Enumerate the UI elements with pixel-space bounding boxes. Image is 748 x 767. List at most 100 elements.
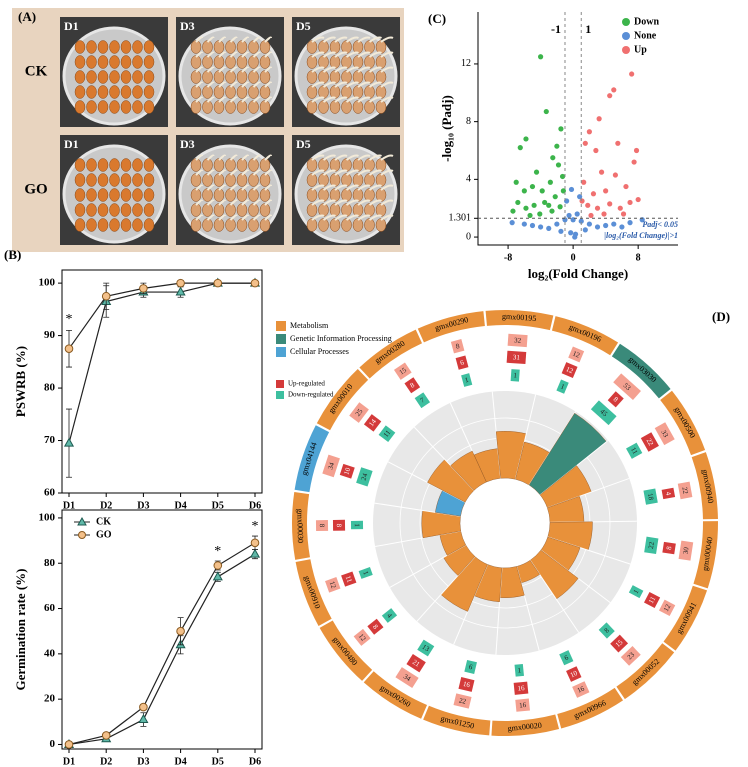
sprout [368,214,382,221]
seed [109,158,120,172]
count-label: 16 [462,680,471,690]
sprout [264,51,272,58]
row-label: CK [25,63,48,79]
legend-label: Down-regulated [288,391,334,399]
point [631,159,637,165]
seed [120,100,132,114]
seed [97,203,109,217]
count-box: 12 [325,577,341,593]
sprout [311,66,325,73]
seed [341,158,352,172]
category-band [291,491,310,560]
series-line [68,542,256,746]
count-label: 8 [665,545,674,550]
x-tick-label: D6 [249,756,261,767]
count-label: 21 [411,658,422,669]
seed [202,40,213,54]
seed [225,40,236,54]
sprout [195,36,203,43]
seed [202,203,213,217]
seed [213,158,225,172]
sprout [241,96,249,103]
sprout [229,154,238,161]
point [538,54,544,60]
seed [97,40,109,54]
x-tick-label: 0 [571,252,576,263]
count-rect [350,520,364,530]
seed [202,158,213,172]
seed [109,203,120,217]
count-label: 33 [659,429,670,439]
sprout [380,169,394,176]
sprout [322,96,336,103]
point [612,172,618,178]
seed [74,203,86,217]
sprout [357,169,371,176]
count-box: 6 [464,659,477,674]
sprout [334,214,348,221]
seed [132,40,143,54]
count-label: 1 [353,523,361,527]
seed [236,55,248,69]
sprout [322,36,336,43]
seed [248,173,259,187]
count-rect [620,646,641,666]
seed [375,100,387,114]
count-rect [358,567,373,579]
sprout [264,184,272,191]
y-tick-label: 60 [44,487,56,499]
legend-swatch [276,380,284,388]
count-box: 12 [658,599,676,617]
count-box: 22 [640,432,659,452]
seed [86,188,97,202]
count-box: 11 [644,591,661,609]
seed [329,40,341,54]
point [543,108,549,115]
count-box: 13 [417,639,435,657]
category-band [551,316,619,356]
category-band [491,714,560,736]
seed [225,173,236,187]
seed [225,100,236,114]
sprout [252,154,261,161]
sprout [322,214,336,221]
category-band [485,310,554,331]
seed [97,218,109,232]
seed [74,85,86,99]
count-label: 11 [647,595,657,605]
seed [97,158,109,172]
count-label: 22 [458,696,467,706]
seed [225,218,236,232]
sprout [252,36,261,43]
count-rect [613,373,641,400]
sprout [368,154,382,161]
seed [341,203,352,217]
count-rect [322,454,340,478]
seed [132,55,143,69]
count-box: 16 [515,698,530,712]
seed [248,218,259,232]
legend-label: GO [96,529,112,540]
center-hole [460,478,550,568]
category-band [423,705,491,736]
seed [86,55,97,69]
seed [318,173,329,187]
count-label: 4 [385,612,394,620]
count-label: 12 [662,603,673,613]
seed [120,85,132,99]
sprout [311,36,325,43]
seed [364,100,375,114]
seed [352,158,364,172]
seed [74,173,86,187]
sprout [206,169,215,176]
seed [97,55,109,69]
point [531,202,537,208]
point [577,194,583,200]
seed [86,158,97,172]
series-line [68,282,255,350]
sprout [206,81,215,88]
count-box: 34 [395,667,419,688]
count-rect [417,639,435,657]
seed [132,188,143,202]
